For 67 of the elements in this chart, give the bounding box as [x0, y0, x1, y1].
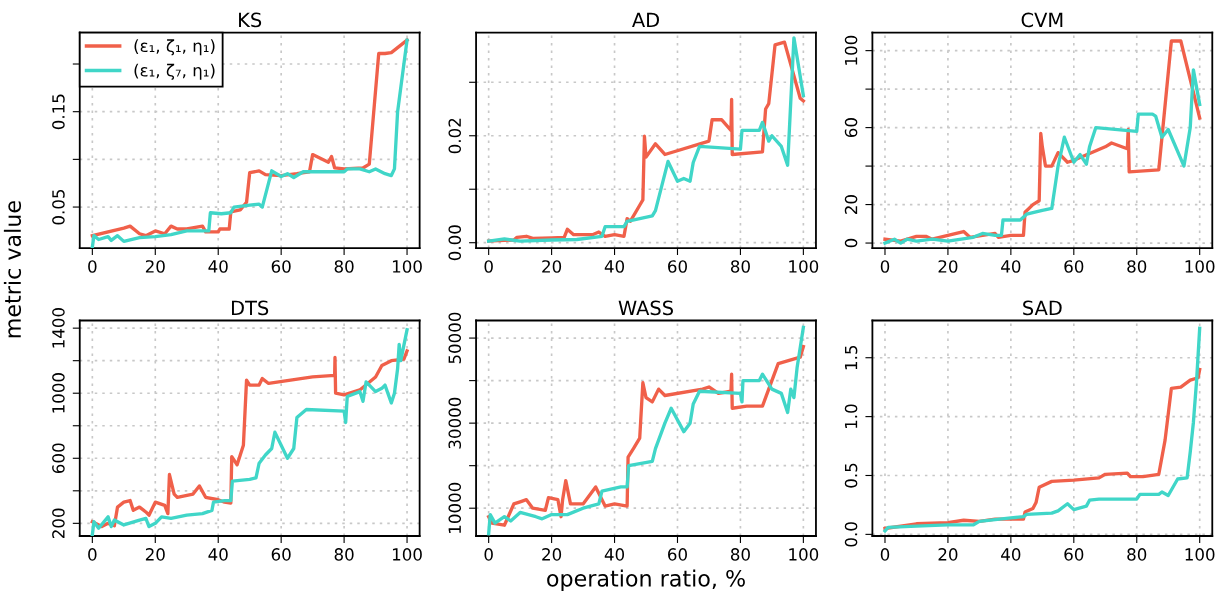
- chart-title: DTS: [232, 300, 269, 316]
- x-tick-label: 0: [88, 260, 97, 273]
- x-tick-label: 40: [604, 260, 625, 273]
- x-tick-label: 60: [1064, 260, 1084, 273]
- y-axis-title: metric value: [3, 201, 22, 338]
- legend-label: (ε₁, ζ₁, η₁): [134, 39, 215, 56]
- x-tick-label: 60: [668, 548, 687, 561]
- x-tick-label: 0: [484, 260, 493, 273]
- y-tick-label: 0.00: [448, 225, 462, 261]
- y-tick-label: 10000: [448, 482, 462, 533]
- x-tick-label: 20: [145, 260, 165, 273]
- x-tick-label: 60: [271, 260, 291, 273]
- x-tick-label: 40: [604, 548, 625, 561]
- chart-title: KS: [239, 12, 262, 28]
- y-tick-label: 1400: [52, 308, 65, 348]
- x-tick-label: 80: [334, 548, 354, 561]
- x-tick-label: 20: [145, 548, 165, 561]
- chart-title: CVM: [1021, 12, 1063, 28]
- y-tick-label: 1.5: [844, 345, 858, 370]
- y-tick-label: 60: [844, 118, 858, 138]
- y-tick-label: 0.15: [52, 94, 65, 130]
- x-tick-label: 80: [730, 548, 750, 561]
- x-tick-label: 20: [938, 548, 958, 561]
- y-tick-label: 0.5: [844, 463, 858, 488]
- y-tick-label: 1000: [52, 373, 65, 413]
- x-tick-label: 60: [271, 548, 291, 561]
- x-tick-label: 60: [1064, 548, 1084, 561]
- x-tick-label: 0: [88, 548, 97, 561]
- x-tick-label: 100: [1185, 548, 1215, 561]
- legend-label: (ε₁, ζ₇, η₁): [134, 63, 215, 80]
- x-tick-label: 100: [392, 548, 422, 561]
- x-tick-label: 40: [1001, 548, 1021, 561]
- x-tick-label: 80: [334, 260, 354, 273]
- y-tick-label: 50000: [448, 312, 462, 364]
- x-tick-label: 40: [1001, 260, 1021, 273]
- x-tick-label: 40: [208, 260, 228, 273]
- line-series: [883, 68, 1202, 245]
- y-tick-label: 30000: [448, 397, 462, 449]
- chart-title: WASS: [618, 300, 673, 316]
- x-tick-label: 60: [668, 260, 687, 273]
- x-tick-label: 20: [542, 548, 562, 561]
- y-tick-label: 0: [844, 238, 858, 248]
- x-axis-title: operation ratio, %: [547, 569, 745, 592]
- x-tick-label: 100: [789, 548, 819, 561]
- y-tick-label: 0.0: [844, 522, 858, 547]
- y-tick-label: 100: [844, 35, 858, 65]
- x-tick-label: 100: [1185, 260, 1215, 273]
- x-tick-label: 80: [1127, 260, 1147, 273]
- chart-title: SAD: [1023, 300, 1062, 316]
- chart-title: AD: [632, 12, 659, 27]
- y-tick-label: 20: [844, 195, 858, 214]
- y-tick-label: 600: [52, 443, 65, 474]
- x-tick-label: 80: [730, 260, 750, 273]
- y-tick-label: 1.0: [844, 404, 858, 429]
- x-tick-label: 100: [392, 260, 422, 273]
- x-tick-label: 0: [880, 548, 890, 561]
- x-tick-label: 20: [542, 260, 562, 273]
- x-tick-label: 100: [789, 260, 819, 273]
- x-tick-label: 80: [1127, 548, 1147, 561]
- x-tick-label: 40: [208, 548, 228, 561]
- y-tick-label: 0.02: [448, 118, 462, 154]
- x-tick-label: 0: [880, 260, 890, 273]
- x-tick-label: 20: [938, 260, 958, 273]
- line-series: [883, 326, 1202, 533]
- y-tick-label: 0.05: [52, 189, 65, 225]
- x-tick-label: 0: [484, 548, 493, 561]
- y-tick-label: 200: [52, 508, 65, 539]
